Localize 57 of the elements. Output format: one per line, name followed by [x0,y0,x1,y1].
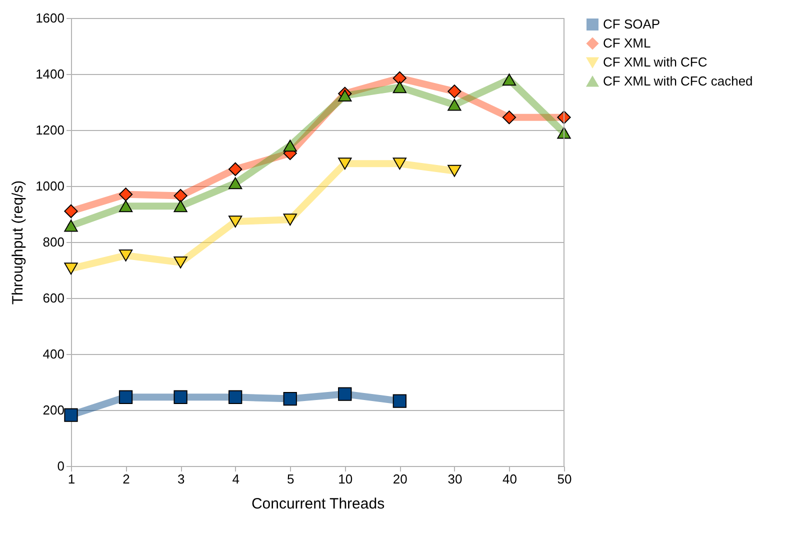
y-tick-label: 1000 [36,178,64,194]
x-tick-label: 2 [122,472,130,486]
legend-label: CF XML [603,36,651,50]
x-tick-label: 20 [392,472,408,486]
point [283,140,297,152]
point [64,220,78,232]
point [228,177,242,190]
y-tick-label: 400 [42,346,64,362]
legend-label: CF XML with CFC cached [603,74,753,88]
point [174,390,188,404]
x-tick-label: 40 [502,472,517,486]
point [228,390,242,404]
point [338,387,352,401]
point [174,256,188,268]
point [392,158,406,170]
x-tick-label: 4 [232,472,240,486]
y-tick-label: 1400 [36,66,64,82]
point [392,71,406,86]
point [392,394,406,408]
point [228,216,242,228]
x-tick-label: 30 [448,472,462,486]
y-axis-title: Throughput (req/s) [10,180,27,305]
point [338,90,352,102]
point [283,214,297,226]
point [64,262,78,275]
x-axis-title: Concurrent Threads [251,496,385,512]
point [64,408,78,422]
point [448,98,462,111]
y-tick-label: 600 [42,290,64,306]
y-tick-label: 200 [42,402,64,418]
y-tick-label: 800 [42,234,64,250]
point [118,390,133,404]
point [174,188,188,203]
point [174,200,188,212]
x-tick-label: 10 [338,472,353,486]
point [228,162,242,176]
x-tick-label: 50 [557,472,572,486]
point [64,204,78,218]
point [338,158,352,170]
point [448,164,462,177]
y-tick-label: 1200 [36,122,64,138]
x-tick-label: 5 [286,472,294,486]
point [448,84,462,98]
legend-label: CF XML with CFC [603,54,708,70]
x-tick-label: 1 [68,472,76,486]
point [118,200,133,212]
legend-label: CF SOAP [603,16,660,32]
point [502,110,516,124]
y-tick-label: 1600 [36,10,64,26]
point [118,188,133,202]
y-tick-label: 0 [57,458,64,474]
x-tick-label: 3 [177,472,185,486]
point [118,249,133,262]
point [502,74,516,86]
point [392,81,406,94]
point [557,126,571,139]
point [283,392,297,406]
